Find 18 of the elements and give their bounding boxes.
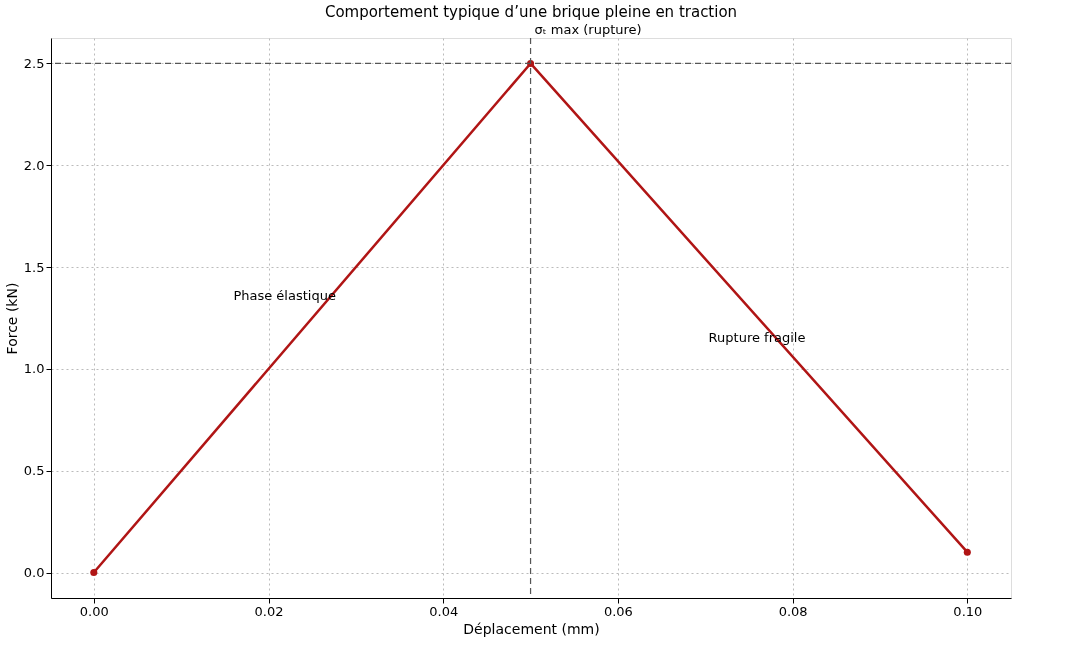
y-axis-title: Force (kN) [3,282,20,355]
point [90,569,98,577]
y-tick-label: 2.0 [23,157,45,173]
y-tick-label: 2.5 [23,55,45,71]
x-tick-label: 0.10 [953,603,983,619]
x-tick-label: 0.02 [254,603,284,619]
y-tick-label: 0.0 [23,565,45,581]
x-axis-title: Déplacement (mm) [463,620,600,637]
chart-title: Comportement typique d’une brique pleine en traction [324,3,738,22]
x-tick-label: 0.00 [79,603,109,619]
x-tick-label: 0.08 [778,603,808,619]
x-tick-label: 0.04 [429,603,459,619]
y-tick-label: 1.0 [23,361,45,377]
annotation: σₜ max (rupture) [534,22,642,38]
y-tick-label: 1.5 [23,259,45,275]
point [963,548,971,556]
y-tick-label: 0.5 [23,463,45,479]
x-tick-label: 0.06 [603,603,633,619]
